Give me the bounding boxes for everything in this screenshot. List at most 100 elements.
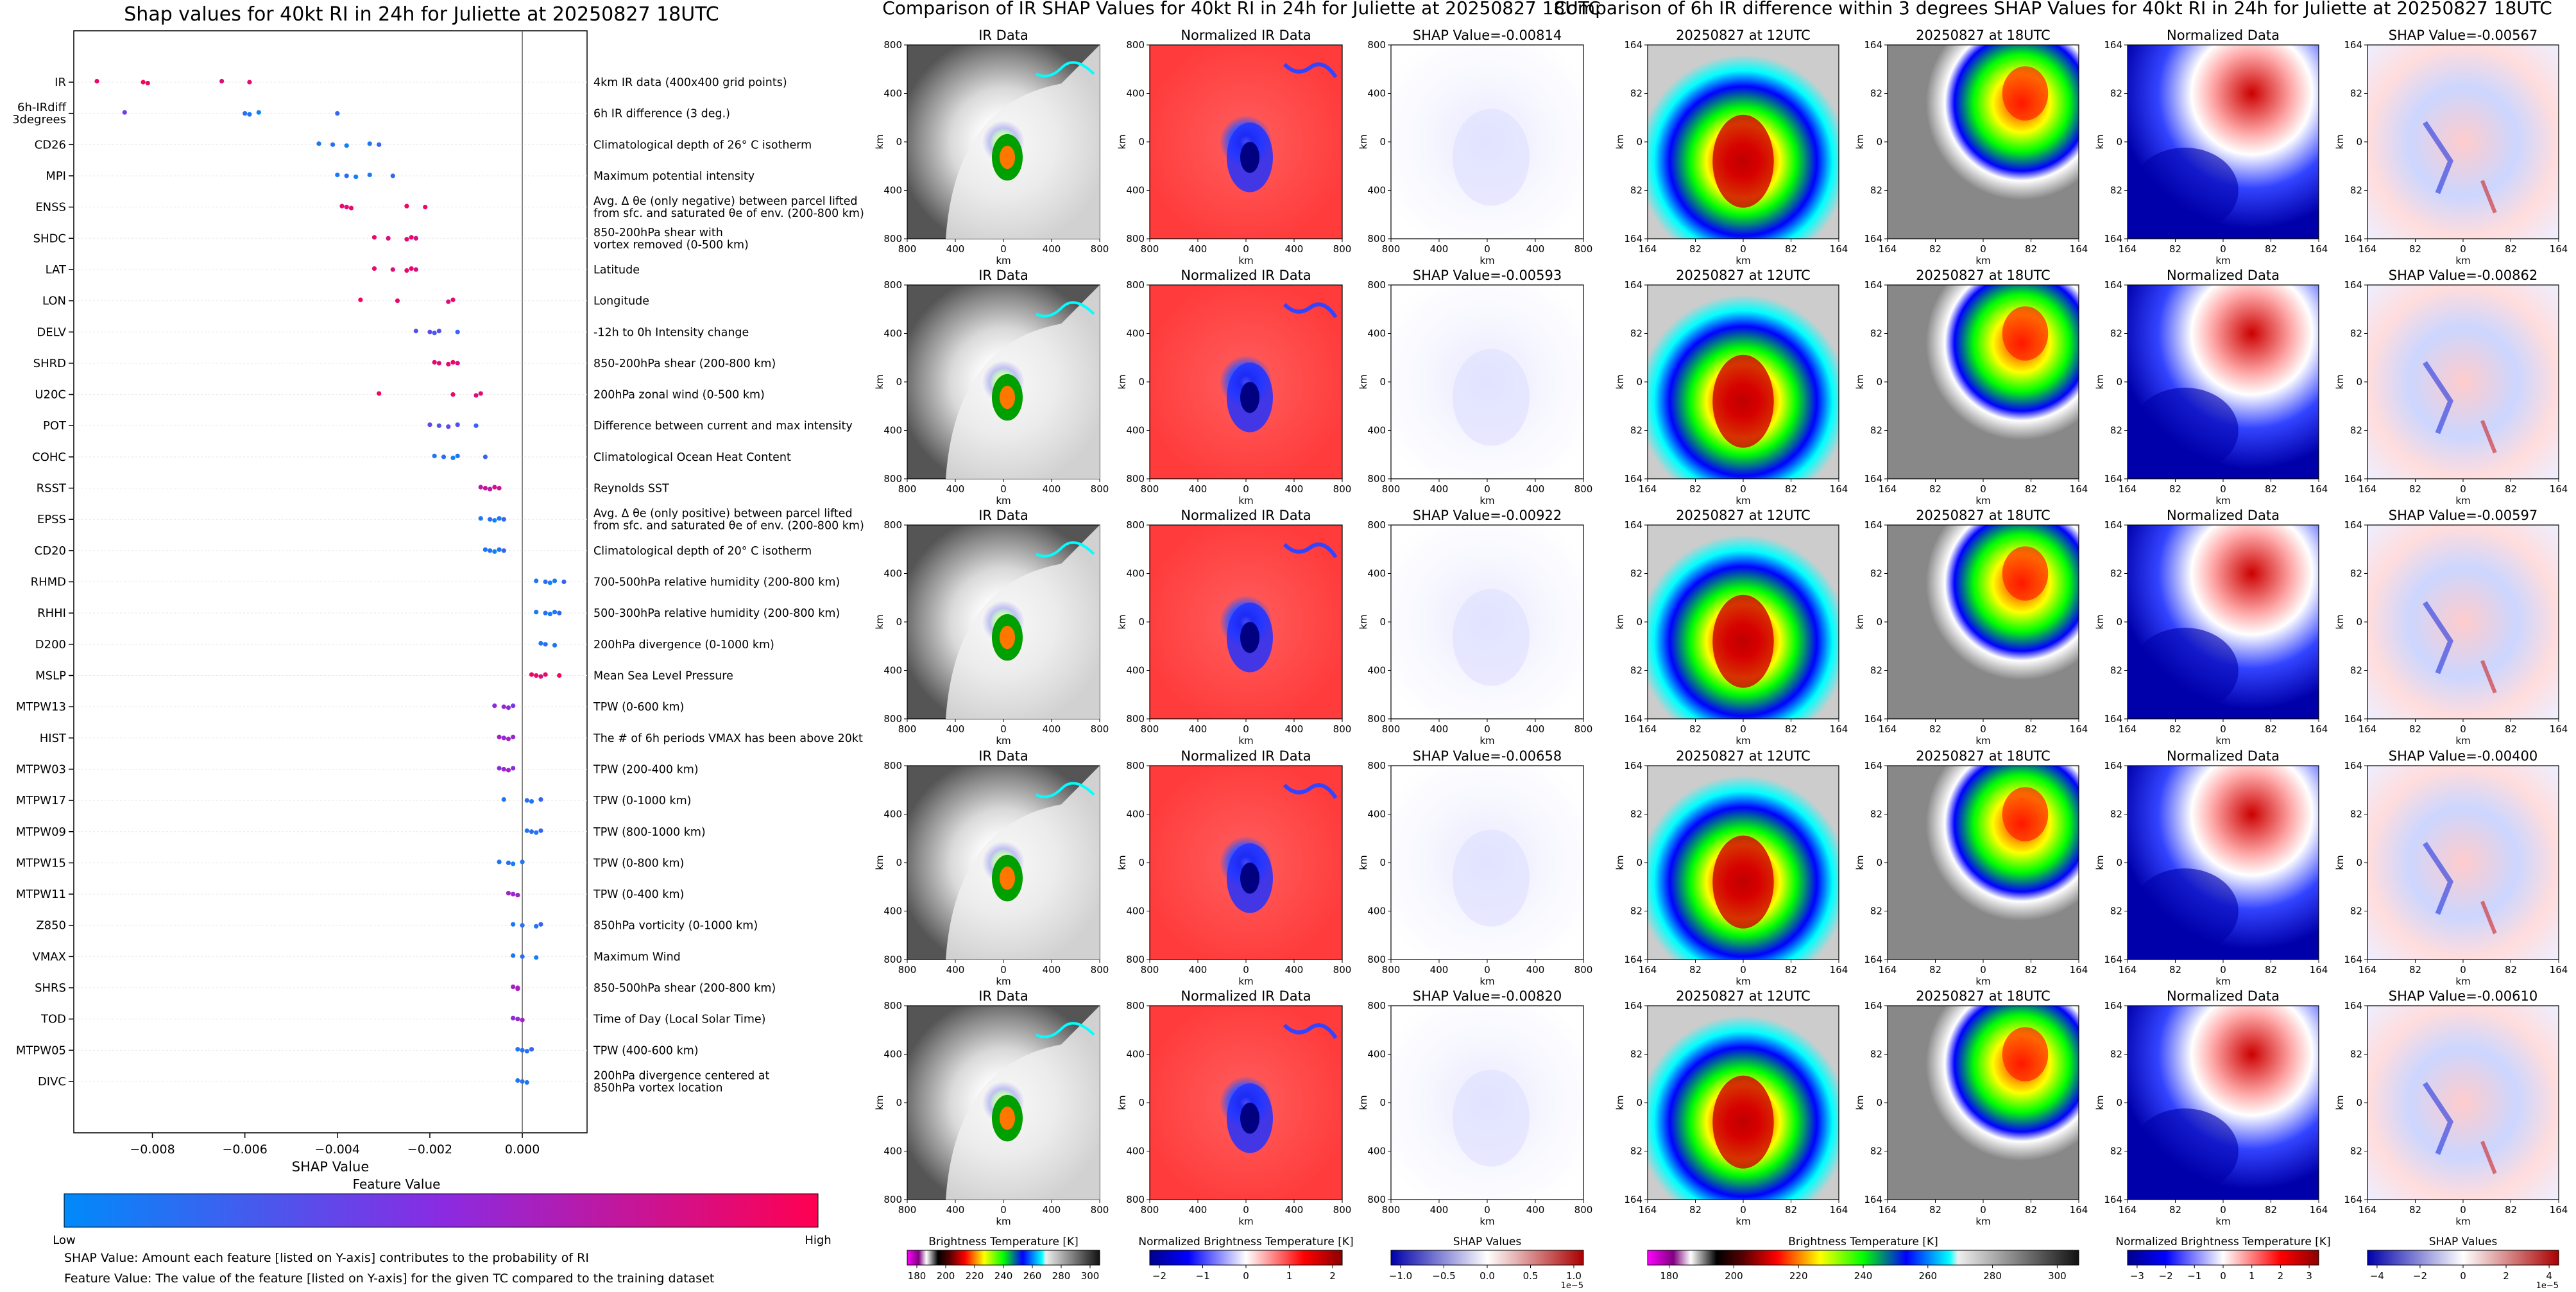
shap-point [455, 422, 460, 427]
y-tick-label: 82 [1630, 328, 1642, 340]
feature-description: Latitude [593, 264, 640, 277]
x-axis-label: km [1975, 976, 1990, 987]
colorbar-tick-label: 0 [2220, 1270, 2226, 1282]
ir-brightness-colorbar: Brightness Temperature [K] 180 200 220 240 26… [907, 1236, 1100, 1282]
x-tick-label: 82 [2025, 723, 2037, 735]
feature-label: MTPW15 [16, 856, 66, 870]
x-tick-label: 400 [946, 1204, 965, 1216]
panel-title: 20250827 at 18UTC [1916, 988, 2051, 1004]
y-tick-label: 82 [1870, 906, 1882, 917]
y-axis-label: km [2094, 1095, 2106, 1110]
normalized-diff-panel: Normalized Data1641648282008282164164kmk… [2094, 988, 2328, 1227]
shap-point [511, 703, 516, 709]
feature-label: 3degrees [12, 113, 66, 126]
y-tick-label: 82 [1870, 568, 1882, 580]
x-tick-label: 82 [2025, 964, 2037, 976]
panel-title: 20250827 at 18UTC [1916, 28, 2051, 43]
x-tick-label: 82 [2409, 1204, 2421, 1216]
y-axis-label: km [1358, 1095, 1369, 1110]
y-axis-label: km [1854, 1095, 1866, 1110]
x-tick-label: 0 [1980, 243, 1986, 255]
x-axis-label: km [996, 495, 1011, 506]
x-tick-label: 164 [2070, 1204, 2088, 1216]
ir-shap-panel: SHAP Value=-0.00922800800400400004004008… [1358, 508, 1592, 746]
colorbar-tick-label: −2 [2159, 1270, 2173, 1282]
shap-point [455, 453, 460, 458]
y-tick-label: 800 [883, 760, 902, 771]
shap-point [377, 391, 382, 396]
feature-description: 4km IR data (400x400 grid points) [593, 76, 787, 89]
x-axis-label: km [1480, 735, 1494, 746]
x-tick-label: 0 [1000, 243, 1007, 255]
feature-description: Maximum Wind [593, 951, 681, 963]
cloud-band [946, 766, 1100, 960]
x-tick-label: 0 [1243, 723, 1249, 735]
shap-point [436, 361, 441, 366]
shap-point [371, 266, 377, 271]
y-axis-label: km [874, 855, 885, 870]
y-tick-label: 0 [2116, 136, 2122, 148]
y-tick-label: 800 [883, 233, 902, 245]
y-tick-label: 0 [1876, 136, 1882, 148]
x-tick-label: 82 [2505, 243, 2517, 255]
x-axis-label: km [2215, 976, 2230, 987]
x-tick-label: 800 [1333, 964, 1352, 976]
shap-point [335, 172, 340, 178]
x-tick-label: 400 [1043, 964, 1061, 976]
x-axis-label: km [2455, 1216, 2470, 1227]
x-tick-label: 82 [1785, 723, 1797, 735]
feature-label: MSLP [35, 669, 66, 682]
panel-title: 20250827 at 18UTC [1916, 508, 2051, 523]
x-tick-label: 164 [1830, 964, 1848, 976]
y-tick-label: 0 [1379, 857, 1386, 868]
cold-region [2131, 1108, 2239, 1194]
x-tick-label: 82 [1689, 723, 1702, 735]
shap-point [390, 267, 395, 272]
y-tick-label: 400 [1367, 665, 1386, 676]
x-tick-label: 400 [1043, 483, 1061, 495]
x-tick-label: 0 [1000, 723, 1007, 735]
y-tick-label: 82 [1870, 809, 1882, 820]
x-tick-label: 0 [1000, 964, 1007, 976]
shap-point [367, 172, 372, 178]
y-tick-label: 400 [1126, 328, 1145, 340]
x-tick-label: 0 [1740, 964, 1746, 976]
colorbar-tick-label: 180 [908, 1270, 926, 1282]
shap-point [515, 892, 520, 898]
shap-point [358, 297, 363, 302]
y-axis-label: km [1614, 134, 1626, 149]
feature-label: IR [55, 76, 66, 89]
y-tick-label: 0 [1138, 1097, 1145, 1108]
colorbar-strip [1647, 1250, 2079, 1266]
shap-point [520, 954, 525, 959]
y-tick-label: 164 [2344, 760, 2362, 771]
shap-point [497, 485, 502, 491]
panel-image [1888, 45, 2079, 239]
shap-point [543, 579, 548, 585]
cold-region [2131, 868, 2239, 954]
y-tick-label: 400 [1367, 425, 1386, 436]
x-tick-label: 164 [2310, 483, 2328, 495]
x-axis-label: km [996, 255, 1011, 266]
x-axis-label: km [2215, 735, 2230, 746]
shap-point [478, 516, 483, 521]
shap-point [339, 203, 345, 209]
colorbar-tick-label: 220 [966, 1270, 984, 1282]
feature-label: DIVC [38, 1075, 66, 1089]
x-axis-label: km [1736, 495, 1750, 506]
y-tick-label: 800 [1126, 279, 1145, 291]
x-tick-label: 164 [2550, 723, 2568, 735]
panel-image [1888, 525, 2079, 719]
shap-point [501, 766, 506, 772]
shap-point [501, 548, 506, 553]
feature-label: TOD [40, 1013, 66, 1026]
y-tick-label: 400 [1367, 185, 1386, 196]
y-tick-label: 82 [2350, 906, 2362, 917]
cold-cloud [1036, 301, 1095, 318]
shap-point [543, 672, 548, 677]
shap-point [413, 329, 418, 334]
shap-region [1453, 349, 1530, 446]
y-tick-label: 164 [2344, 1194, 2362, 1205]
colorbar-tick-label: −1 [2187, 1270, 2201, 1282]
x-tick-label: 164 [1879, 243, 1897, 255]
